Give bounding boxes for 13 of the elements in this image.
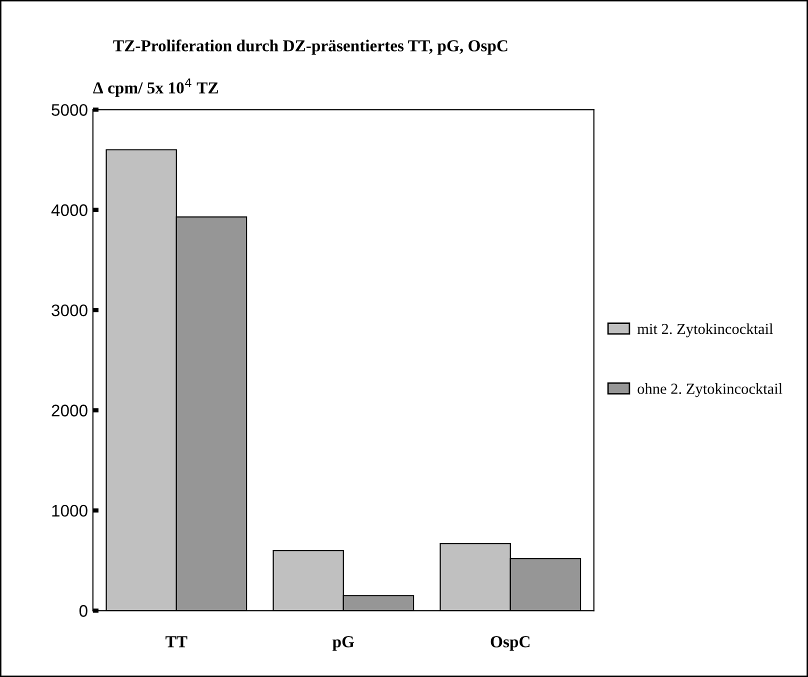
y-axis-title: Δ cpm/ 5x 10$^{4}$ TZ: [93, 78, 218, 97]
legend-label: mit 2. Zytokincocktail: [637, 323, 773, 338]
y-tick-label: 0: [79, 605, 88, 617]
x-tick-label: pG: [332, 636, 354, 651]
chart-title: TZ-Proliferation durch DZ-präsentiertes TT, pG, OspC: [113, 40, 508, 55]
x-tick-label: TT: [166, 636, 188, 648]
y-tick-label: 2000: [52, 404, 88, 416]
y-tick-label: 4000: [51, 204, 88, 216]
legend-label: ohne 2. Zytokincocktail: [638, 383, 782, 398]
y-tick-label: 1000: [52, 504, 88, 517]
y-tick-label: 5000: [52, 104, 88, 116]
y-tick-label: 3000: [52, 304, 88, 316]
x-tick-label: OspC: [490, 636, 530, 651]
